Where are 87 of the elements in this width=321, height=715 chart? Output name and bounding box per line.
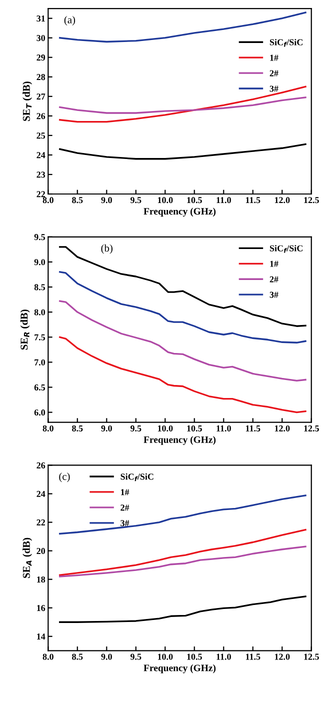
- x-tick-label: 10.0: [158, 425, 173, 432]
- y-tick-label: 22: [36, 191, 45, 198]
- y-tick-label: 30: [36, 34, 46, 42]
- y-tick-label: 16: [37, 605, 46, 612]
- y-tick-label: 26: [36, 462, 46, 468]
- x-tick-label: 12.0: [274, 654, 290, 660]
- line-series: [59, 271, 306, 344]
- x-tick-label: 10.5: [187, 425, 202, 432]
- legend-label: SiC$_{f}$/SiC: [270, 245, 302, 253]
- x-tick-label: 9.5: [130, 197, 142, 204]
- x-tick-label: 8.5: [72, 197, 83, 204]
- x-tick-label: 9.0: [101, 654, 112, 660]
- annotation: (c): [59, 472, 70, 482]
- annotation: (a): [64, 16, 76, 26]
- legend-label: 3#: [120, 520, 130, 526]
- x-tick-label: 8.0: [42, 654, 54, 660]
- line-series: [59, 300, 306, 382]
- x-tick-label: 9.0: [101, 425, 112, 432]
- y-tick-label: 20: [36, 548, 46, 554]
- y-tick-label: 6.0: [34, 409, 46, 416]
- x-tick-label: 8.0: [42, 197, 54, 204]
- x-tick-label: 12.0: [274, 197, 290, 204]
- y-tick-label: 26: [36, 113, 46, 120]
- y-tick-label: 14: [37, 634, 46, 640]
- legend-label: SiC$_{f}$/SiC: [270, 38, 302, 47]
- x-axis-title: Frequency (GHz): [144, 664, 216, 674]
- line-series: [59, 336, 306, 414]
- y-tick-label: 22: [36, 519, 45, 526]
- y-tick-label: 24: [36, 490, 46, 497]
- y-tick-label: 23: [36, 172, 46, 178]
- x-tick-label: 9.5: [130, 425, 142, 432]
- x-tick-label: 12.5: [304, 197, 319, 204]
- line-series: [59, 596, 306, 623]
- y-tick-label: 8.0: [34, 309, 46, 316]
- legend-label: 2#: [120, 504, 130, 511]
- x-tick-label: 8.5: [72, 425, 83, 432]
- x-tick-label: 8.0: [42, 425, 54, 432]
- legend-label: 1#: [270, 260, 278, 267]
- line-series: [59, 528, 306, 576]
- y-tick-label: 6.5: [34, 384, 46, 391]
- legend-label: 1#: [270, 54, 278, 61]
- line-series: [59, 246, 306, 327]
- x-axis-title: Frequency (GHz): [144, 436, 216, 445]
- y-tick-label: 28: [36, 74, 46, 80]
- x-tick-label: 9.5: [130, 654, 142, 660]
- x-tick-label: 11.5: [246, 654, 260, 660]
- legend-label: 3#: [270, 86, 278, 92]
- x-tick-label: 9.0: [101, 197, 112, 204]
- x-tick-label: 11.0: [216, 197, 231, 204]
- y-tick-label: 9.0: [34, 259, 46, 266]
- legend-label: 2#: [270, 276, 278, 282]
- y-tick-label: 27: [36, 94, 46, 100]
- x-tick-label: 8.5: [72, 654, 83, 660]
- x-tick-label: 11.5: [246, 425, 260, 432]
- line-series: [59, 546, 306, 578]
- y-tick-label: 24: [36, 152, 46, 158]
- y-tick-label: 29: [36, 54, 46, 61]
- line-series: [59, 143, 306, 160]
- y-tick-label: 7.0: [34, 359, 46, 366]
- legend-label: 3#: [270, 292, 278, 298]
- y-tick-label: 8.5: [34, 284, 46, 290]
- x-tick-label: 10.0: [158, 197, 173, 204]
- y-axis-title: SE$_{T}$ (dB): [22, 82, 32, 121]
- y-axis-title: SE$_{R}$ (dB): [20, 310, 30, 350]
- x-axis-title: Frequency (GHz): [144, 208, 216, 217]
- y-tick-label: 31: [36, 15, 45, 22]
- legend-label: SiC$_{f}$/SiC: [120, 473, 154, 482]
- y-tick-label: 7.5: [34, 334, 46, 340]
- x-tick-label: 12.5: [304, 654, 319, 660]
- line-series: [59, 494, 306, 535]
- x-tick-label: 11.5: [246, 197, 260, 204]
- line-series: [59, 86, 306, 123]
- x-tick-label: 10.5: [187, 654, 202, 660]
- y-tick-label: 18: [37, 576, 46, 583]
- annotation: (b): [101, 244, 112, 254]
- y-tick-label: 25: [36, 132, 46, 139]
- x-tick-label: 10.0: [158, 654, 173, 660]
- x-tick-label: 11.0: [216, 654, 231, 660]
- x-tick-label: 12.0: [274, 425, 290, 432]
- legend-label: 1#: [121, 489, 130, 496]
- x-tick-label: 10.5: [187, 197, 202, 204]
- y-axis-title: SE$_{A}$ (dB): [22, 538, 32, 578]
- x-tick-label: 12.5: [304, 425, 319, 432]
- line-series: [59, 96, 306, 114]
- legend-label: 2#: [270, 70, 278, 76]
- y-tick-label: 9.5: [34, 234, 46, 240]
- x-tick-label: 11.0: [216, 425, 231, 432]
